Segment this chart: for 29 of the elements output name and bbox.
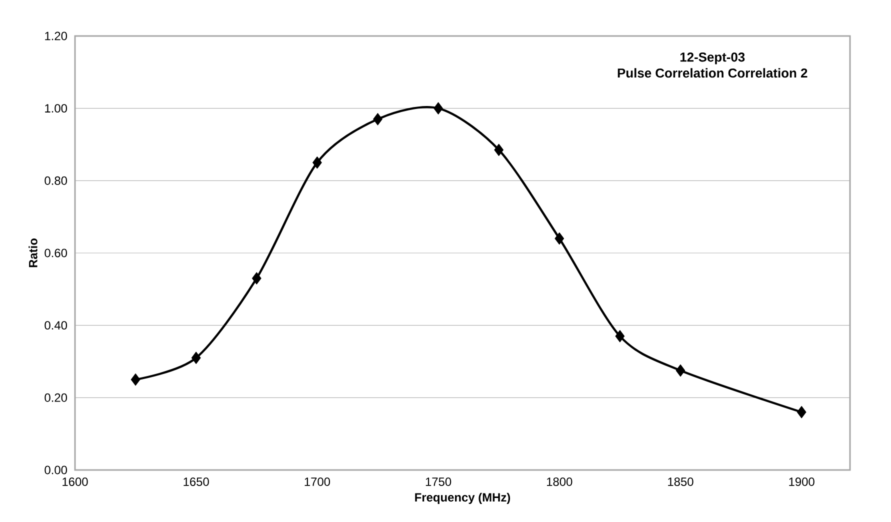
x-tick-label: 1700: [304, 478, 330, 486]
x-tick-label: 1650: [184, 478, 209, 486]
y-axis-title: Ratio: [28, 238, 38, 268]
x-tick-label: 1900: [789, 478, 814, 486]
point: [434, 102, 444, 115]
y-tick-label: 0.60: [44, 248, 68, 258]
x-tick-label: 1850: [668, 478, 694, 486]
text: Pulse Correlation Correlation 2: [618, 68, 808, 78]
x-tick-label: 1800: [546, 478, 572, 486]
point: [494, 144, 504, 156]
y-tick-label: 1.20: [45, 32, 68, 40]
point: [130, 373, 140, 386]
point: [373, 112, 382, 126]
y-tick-label: 0.40: [44, 321, 68, 330]
text: 12-Sept-03: [680, 52, 745, 64]
point: [252, 272, 262, 285]
y-tick-label: 0.80: [44, 176, 68, 185]
x-tick-label: 1750: [426, 478, 452, 486]
point: [312, 156, 322, 169]
y-tick-label: 0.00: [44, 466, 68, 474]
y-tick-label: 0.20: [44, 393, 68, 402]
x-axis-title: Frequency (MHz): [415, 492, 510, 504]
point: [615, 330, 625, 342]
y-tick-label: 1.00: [45, 104, 68, 113]
point: [796, 406, 806, 418]
point: [554, 232, 564, 245]
x-tick-label: 1600: [62, 478, 88, 486]
point: [676, 364, 686, 377]
point: [191, 352, 201, 364]
